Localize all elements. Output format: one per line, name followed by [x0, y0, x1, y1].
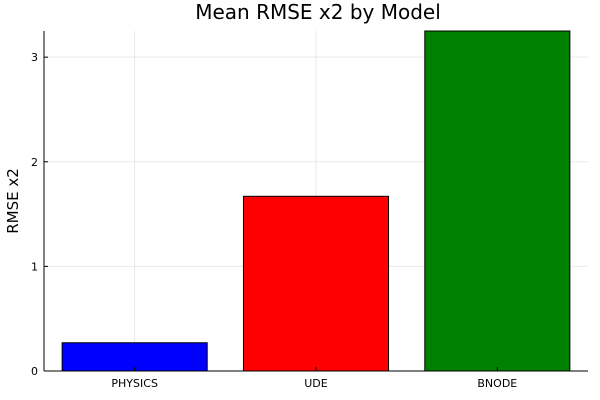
axes [43, 31, 588, 372]
bars [61, 30, 571, 372]
x-tick-label: UDE [304, 377, 328, 390]
y-tick-label: 1 [31, 260, 38, 273]
x-tick-label: PHYSICS [111, 377, 158, 390]
y-tick-label: 2 [31, 156, 38, 169]
y-axis-label: RMSE x2 [4, 168, 22, 234]
bar-bnode [424, 30, 571, 372]
bar-physics [61, 342, 208, 372]
bar-ude [242, 195, 390, 372]
y-tick-label: 3 [31, 51, 38, 64]
chart-title: Mean RMSE x2 by Model [195, 0, 441, 24]
y-tick-label: 0 [31, 365, 38, 378]
x-tick-label: BNODE [477, 377, 517, 390]
tick-labels: 0 1 2 3 PHYSICS UDE BNODE [31, 51, 517, 390]
